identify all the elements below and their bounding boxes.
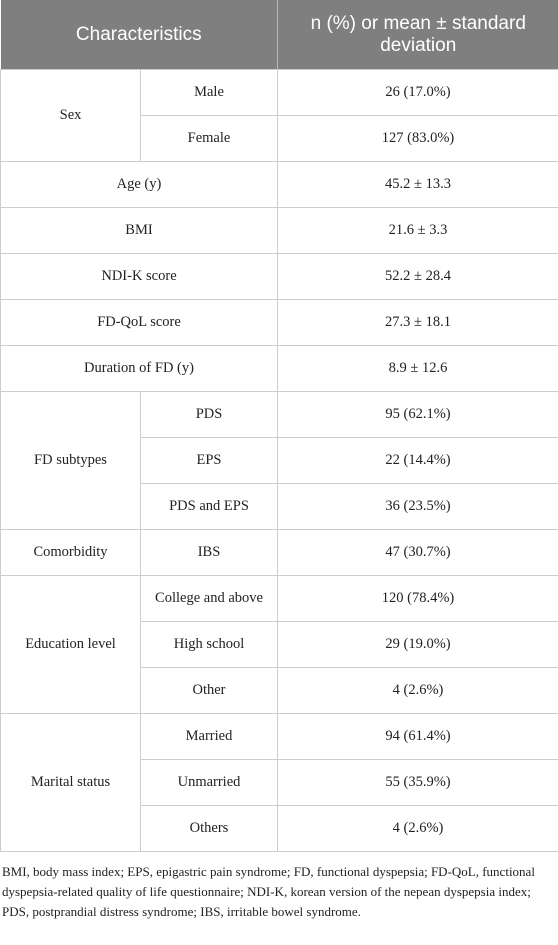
table-row: Unmarried 55 (35.9%) [1,759,558,806]
table-cell: 52.2 ± 28.4 [277,253,558,300]
table-cell: Others [140,805,278,852]
table-cell: EPS [140,437,278,484]
table-cell: IBS [140,529,278,576]
header-cell: n (%) or mean ± standard deviation [277,0,558,70]
table-body: Sex Male 26 (17.0%) Female 127 (83.0%) Age (y… [0,69,558,852]
table-cell: PDS [140,391,278,438]
footnote: BMI, body mass index; EPS, epigastric pa… [2,864,535,919]
table-row: Others 4 (2.6%) [1,805,558,852]
table-cell: BMI [0,207,278,254]
table-cell: 47 (30.7%) [277,529,558,576]
table-cell: 21.6 ± 3.3 [277,207,558,254]
table-row: Education level College and above 120 (78.… [0,575,558,714]
table-cell: Education level [0,575,141,714]
table-cell: NDI-K score [0,253,278,300]
table-cell: Male [140,69,278,116]
table-cell: 36 (23.5%) [277,483,558,530]
table-row: EPS 22 (14.4%) [1,437,558,484]
table-cell: FD-QoL score [0,299,278,346]
table-cell: PDS and EPS [140,483,278,530]
table-cell: Unmarried [140,759,278,806]
table-cell: 120 (78.4%) [277,575,558,622]
table-cell: College and above [140,575,278,622]
table-cell: 4 (2.6%) [277,805,558,852]
header-cell: Characteristics [0,0,278,70]
table-row: NDI-K score 52.2 ± 28.4 [0,253,558,300]
table-cell: 127 (83.0%) [277,115,558,162]
table-row: Age (y) 45.2 ± 13.3 [0,161,558,208]
table-row: High school 29 (19.0%) [1,621,558,668]
table-cell: 95 (62.1%) [277,391,558,438]
table-row: FD subtypes PDS 95 (62.1%) [0,391,558,530]
table-row: Marital status Married 94 (61.4%) [0,713,558,852]
table-cell: FD subtypes [0,391,141,530]
table-row: BMI 21.6 ± 3.3 [0,207,558,254]
table-cell: Duration of FD (y) [0,345,278,392]
table-cell: High school [140,621,278,668]
table-cell: 55 (35.9%) [277,759,558,806]
table-row: Female 127 (83.0%) [1,115,558,162]
table-cell: 29 (19.0%) [277,621,558,668]
table-cell: Married [140,713,278,760]
table-row: PDS and EPS 36 (23.5%) [1,483,558,530]
table-row: FD-QoL score 27.3 ± 18.1 [0,299,558,346]
table-cell: 94 (61.4%) [277,713,558,760]
table-row: Comorbidity IBS 47 (30.7%) [0,529,558,576]
table-cell: Age (y) [0,161,278,208]
table-cell: 26 (17.0%) [277,69,558,116]
table: Characteristics n (%) or mean ± standard… [0,0,558,852]
table-cell: Female [140,115,278,162]
table-cell: 45.2 ± 13.3 [277,161,558,208]
table-cell: Marital status [0,713,141,852]
table-cell: Comorbidity [0,529,141,576]
table-row: Sex Male 26 (17.0%) [0,69,558,162]
table-cell: 22 (14.4%) [277,437,558,484]
table-cell: 8.9 ± 12.6 [277,345,558,392]
table-row: Other 4 (2.6%) [1,667,558,714]
table-cell: Sex [0,69,141,162]
table-cell: 4 (2.6%) [277,667,558,714]
table-cell: Other [140,667,278,714]
table-row: Duration of FD (y) 8.9 ± 12.6 [0,345,558,392]
header-row: Characteristics n (%) or mean ± standard… [0,0,558,70]
table-cell: 27.3 ± 18.1 [277,299,558,346]
